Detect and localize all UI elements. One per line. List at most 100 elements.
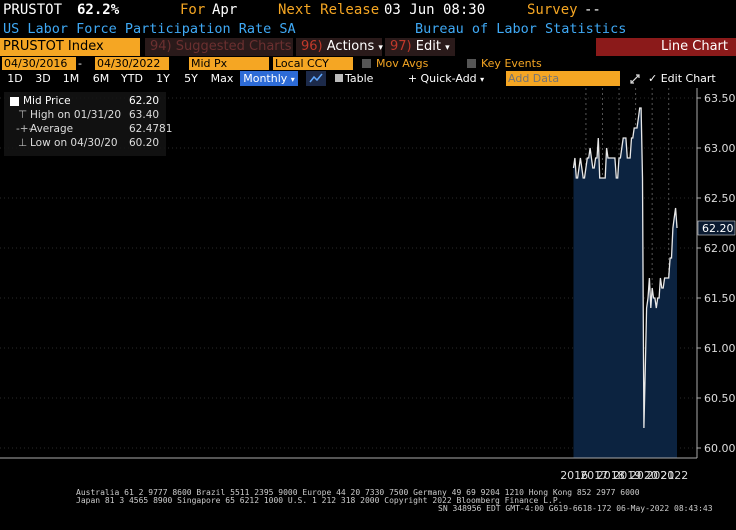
add-data-input[interactable] (506, 71, 620, 86)
legend-label: High on 01/31/20 (30, 109, 122, 121)
next-release-value: 03 Jun 08:30 (384, 2, 486, 18)
legend-average: -+- Average 62.4781 (8, 123, 172, 136)
frequency-select[interactable]: Monthly ▾ (240, 71, 298, 86)
start-date-field[interactable]: 04/30/2016 (2, 57, 76, 70)
frequency-label: Monthly (243, 72, 288, 85)
last-value-tag (697, 220, 736, 236)
y-tick-label: 62.50 (704, 192, 736, 205)
mov-avgs-label: Mov Avgs (376, 57, 429, 70)
next-release-label: Next Release (278, 2, 380, 18)
legend-mid-price: Mid Price 62.20 (8, 95, 162, 108)
range-button-5y[interactable]: 5Y (184, 72, 198, 85)
x-tick-label: 2020 (630, 469, 658, 482)
toolbar: PRUSTOT Index 94) Suggested Charts 96) A… (0, 38, 736, 56)
controls-row: 04/30/2016 - 04/30/2022 Mid Px Local CCY… (0, 56, 736, 71)
table-icon (335, 74, 343, 82)
price-field-select[interactable]: Mid Px (189, 57, 269, 70)
legend-label: Low on 04/30/20 (30, 137, 118, 149)
legend-value: 60.20 (129, 137, 160, 149)
high-marker-icon: ⊤ (18, 109, 28, 121)
last-value-label: 62.20 (702, 222, 734, 235)
range-button-1y[interactable]: 1Y (156, 72, 170, 85)
actions-button[interactable]: 96) Actions ▾ (296, 38, 383, 56)
series-area (573, 108, 677, 458)
security-field[interactable]: PRUSTOT Index (0, 38, 140, 56)
y-tick-label: 61.00 (704, 342, 736, 355)
actions-num: 96) (301, 39, 323, 54)
chart-type-title: Line Chart (596, 38, 736, 56)
actions-label: Actions (326, 39, 375, 54)
for-label: For (180, 2, 206, 18)
date-separator: - (78, 57, 82, 70)
y-tick-label: 61.50 (704, 292, 736, 305)
y-tick-label: 60.50 (704, 392, 736, 405)
current-value: 62.2% (77, 2, 120, 18)
series-line (572, 107, 678, 429)
y-tick-label: 62.00 (704, 242, 736, 255)
key-events-label: Key Events (481, 57, 542, 70)
mov-avgs-checkbox[interactable] (362, 59, 371, 68)
line-chart-icon[interactable] (306, 71, 326, 86)
header-row: PRUSTOT 62.2% For Apr Next Release 03 Ju… (0, 0, 736, 20)
survey-value: -- (584, 2, 601, 18)
y-tick-label: 63.00 (704, 142, 736, 155)
x-tick-label: 2021 (646, 469, 674, 482)
range-button-1d[interactable]: 1D (7, 72, 23, 85)
dropdown-arrow-icon: ▾ (378, 43, 383, 53)
range-row: 1D 3D 1M 6M YTD 1Y 5Y Max Monthly ▾ Table + Qui… (0, 71, 736, 86)
suggested-charts-num: 94) (150, 39, 172, 54)
footer: Australia 61 2 9777 8600 Brazil 5511 239… (0, 487, 736, 530)
range-button-3d[interactable]: 3D (35, 72, 51, 85)
x-tick-label: 2022 (660, 469, 688, 482)
x-tick-label: 2017 (580, 469, 608, 482)
range-button-6m[interactable]: 6M (92, 72, 110, 85)
data-source: Bureau of Labor Statistics (415, 21, 627, 37)
legend-low: ⊥ Low on 04/30/20 60.20 (8, 137, 162, 150)
ticker-label: PRUSTOT (3, 2, 63, 18)
suggested-charts-button[interactable]: 94) Suggested Charts (145, 38, 293, 56)
x-tick-label: 2019 (613, 469, 641, 482)
table-label: Table (345, 72, 374, 85)
range-button-max[interactable]: Max (210, 72, 234, 85)
currency-select[interactable]: Local CCY (273, 57, 353, 70)
survey-label: Survey (527, 2, 578, 18)
dropdown-arrow-icon: ▾ (445, 43, 450, 53)
x-tick-label: 2018 (597, 469, 625, 482)
y-tick-label: 60.00 (704, 442, 736, 455)
end-date-field[interactable]: 04/30/2022 (95, 57, 169, 70)
edit-label: Edit (415, 39, 441, 54)
edit-chart-label: Edit Chart (660, 72, 716, 85)
footer-contacts-1: Australia 61 2 9777 8600 Brazil 5511 239… (76, 488, 640, 497)
dropdown-arrow-icon: ▾ (290, 75, 295, 84)
edit-chart-icon: ✓ (648, 72, 658, 85)
edit-chart-button[interactable]: ✓ Edit Chart (648, 71, 732, 86)
legend-high: ⊤ High on 01/31/20 63.40 (8, 109, 162, 122)
chart-legend: Mid Price 62.20 ⊤ High on 01/31/20 63.40… (4, 92, 172, 156)
for-value: Apr (212, 2, 238, 18)
legend-label: Mid Price (23, 95, 71, 107)
legend-value: 63.40 (129, 109, 160, 121)
expand-icon[interactable] (628, 71, 642, 86)
quick-add-label: + Quick-Add (407, 72, 477, 85)
edit-num: 97) (390, 39, 412, 54)
suggested-charts-label: Suggested Charts (175, 39, 292, 54)
y-tick-label: 63.50 (704, 92, 736, 105)
legend-swatch (10, 97, 19, 106)
key-events-checkbox[interactable] (467, 59, 476, 68)
low-marker-icon: ⊥ (18, 137, 28, 149)
dropdown-arrow-icon: ▾ (480, 75, 485, 84)
quick-add-button[interactable]: + Quick-Add ▾ (392, 71, 500, 86)
range-button-1m[interactable]: 1M (62, 72, 80, 85)
legend-value: 62.4781 (129, 123, 173, 135)
table-button[interactable]: Table (333, 71, 385, 86)
description-row: US Labor Force Participation Rate SA Bur… (0, 20, 736, 37)
series-description: US Labor Force Participation Rate SA (3, 21, 296, 37)
range-button-ytd[interactable]: YTD (121, 72, 143, 85)
footer-session-info: SN 348956 EDT GMT-4:00 G619-6618-172 06-… (438, 504, 713, 513)
legend-value: 62.20 (129, 95, 160, 107)
average-marker-icon: -+- (16, 123, 33, 135)
legend-label: Average (30, 123, 74, 135)
edit-button[interactable]: 97) Edit ▾ (385, 38, 455, 56)
footer-contacts-2: Japan 81 3 4565 8900 Singapore 65 6212 1… (76, 496, 563, 505)
x-tick-label: 2016 (560, 469, 588, 482)
